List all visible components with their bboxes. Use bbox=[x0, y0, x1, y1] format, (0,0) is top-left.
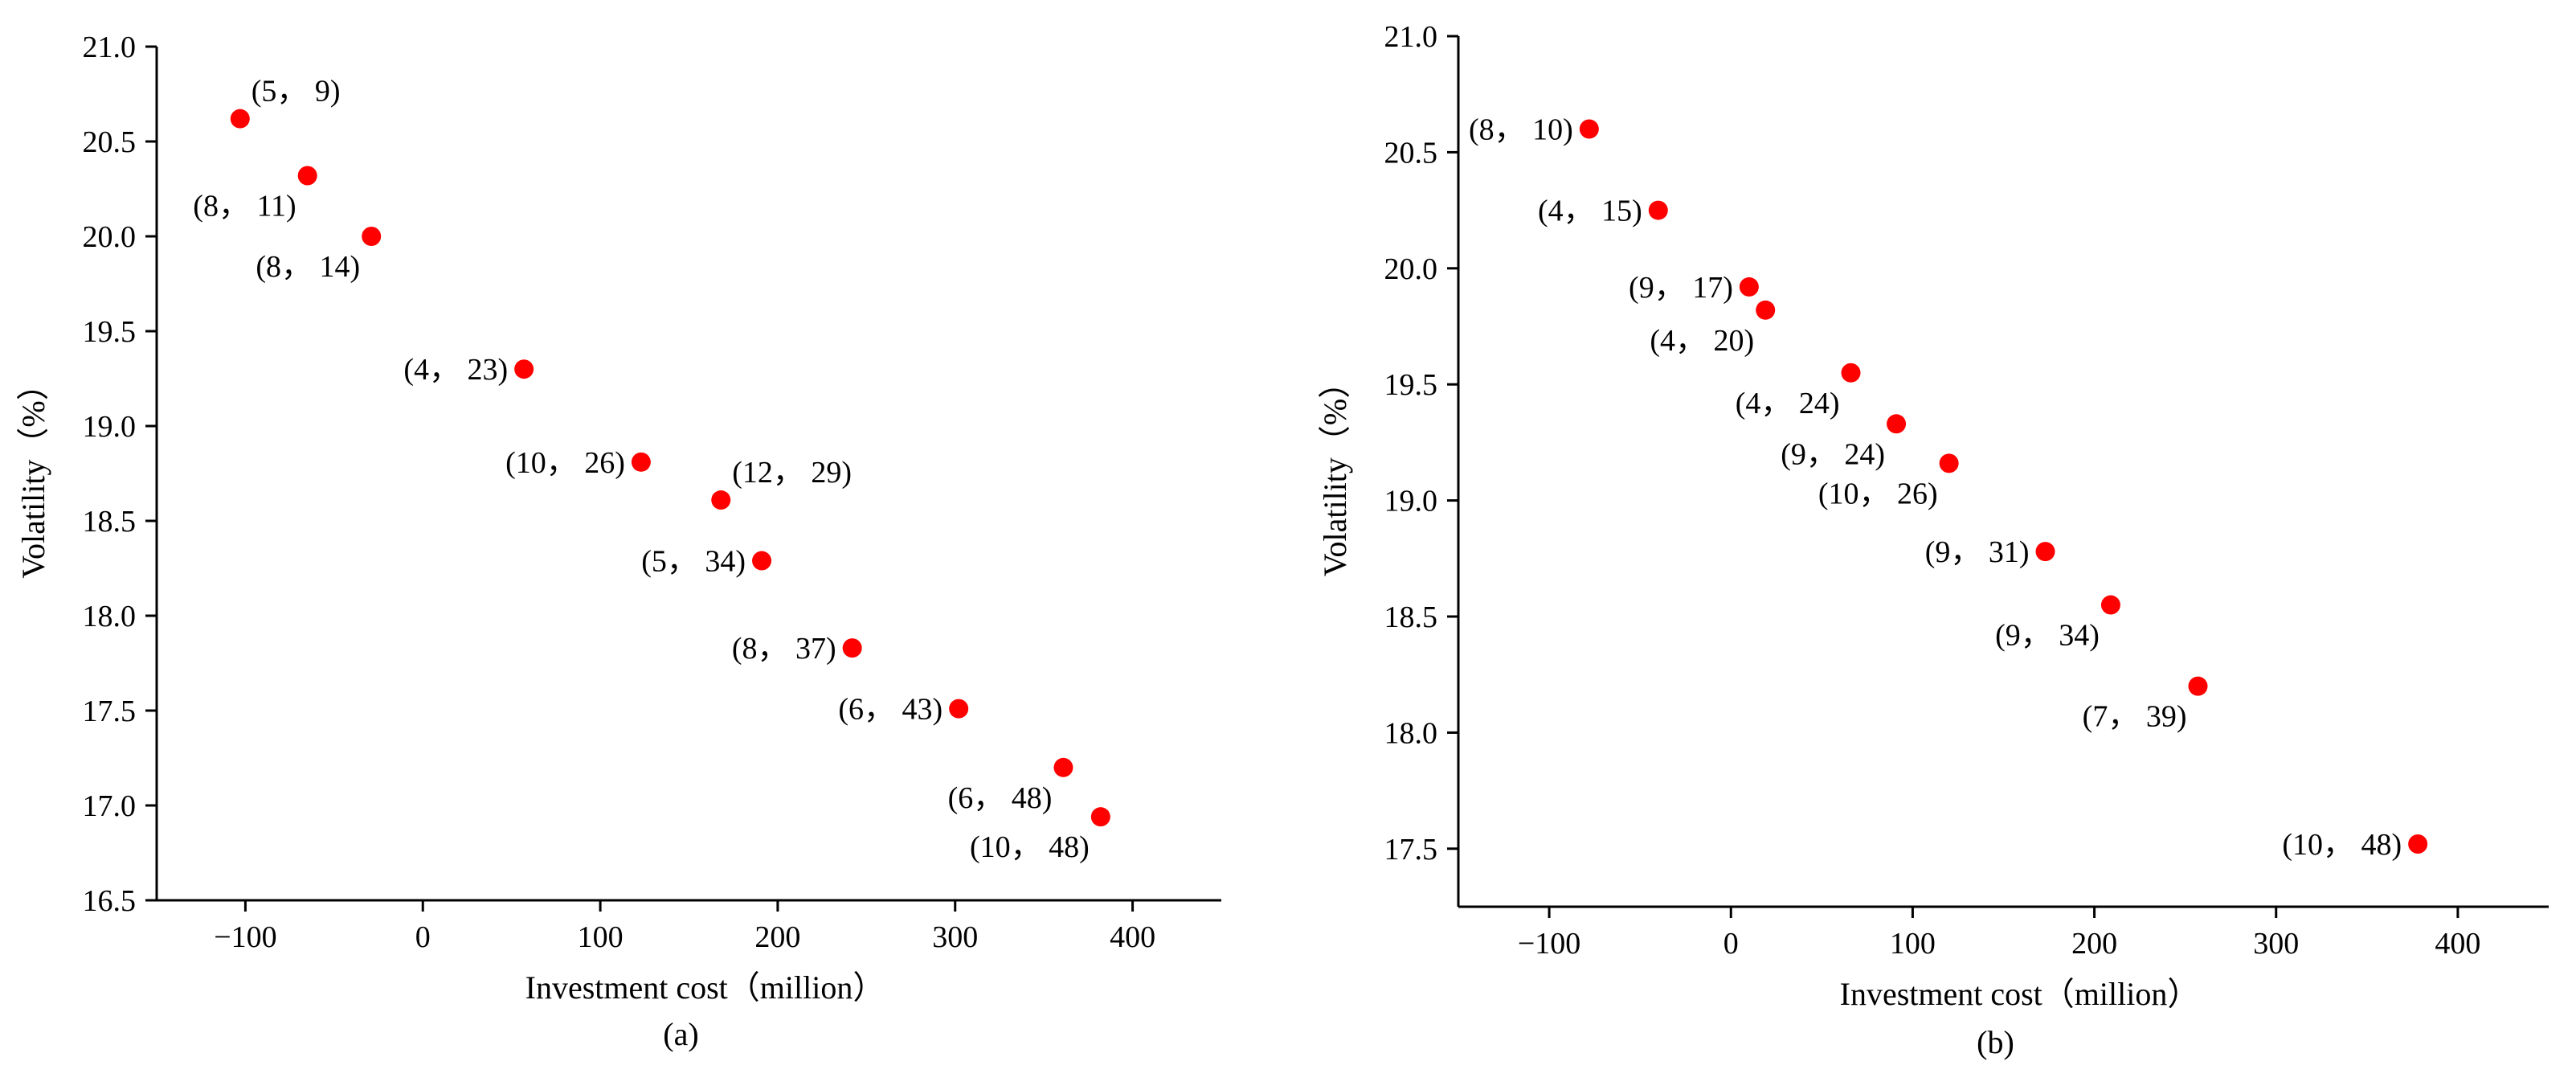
data-label: (9， 24) bbox=[1781, 437, 1885, 471]
data-label: (8， 37) bbox=[732, 632, 836, 666]
data-label: (9， 34) bbox=[1995, 619, 2100, 653]
data-point bbox=[230, 109, 250, 129]
y-axis-label: Volatility（%） bbox=[1317, 367, 1353, 576]
y-tick-label: 17.0 bbox=[83, 789, 137, 823]
data-point bbox=[1579, 119, 1599, 139]
data-point bbox=[297, 166, 317, 186]
data-point bbox=[514, 359, 534, 379]
data-point bbox=[1756, 300, 1776, 320]
data-label: (9， 31) bbox=[1925, 535, 2030, 569]
data-label: (10， 26) bbox=[1818, 477, 1938, 510]
data-point bbox=[752, 551, 772, 571]
x-tick-label: 0 bbox=[415, 920, 431, 954]
data-point bbox=[711, 490, 731, 510]
data-label: (4， 20) bbox=[1650, 324, 1754, 358]
y-tick-label: 19.5 bbox=[83, 315, 137, 349]
data-point bbox=[1739, 277, 1759, 297]
data-point bbox=[842, 638, 862, 658]
data-point bbox=[1841, 363, 1861, 383]
data-label: (4， 23) bbox=[403, 353, 508, 387]
y-tick-label: 18.5 bbox=[1384, 600, 1438, 634]
scatter-panel-a: −100 0 100 200 300 400 16.5 17.0 17.5 18.0 18.5 19.… bbox=[15, 31, 1221, 1052]
x-tick-label: 400 bbox=[1110, 920, 1155, 954]
data-label: (5， 9) bbox=[251, 75, 341, 109]
data-label: (8， 11) bbox=[193, 189, 296, 223]
panel-label: (b) bbox=[1977, 1024, 2014, 1060]
x-tick-label: 100 bbox=[1890, 927, 1936, 961]
y-tick-label: 18.0 bbox=[83, 600, 137, 633]
x-tick-label: 400 bbox=[2435, 927, 2480, 961]
y-tick-label: 19.5 bbox=[1384, 368, 1438, 402]
data-point bbox=[1090, 807, 1110, 827]
y-tick-label: 20.5 bbox=[83, 125, 137, 159]
data-label: (10， 48) bbox=[2282, 828, 2402, 862]
data-point bbox=[1053, 757, 1073, 777]
y-tick-label: 17.5 bbox=[1384, 833, 1438, 867]
data-label: (10， 48) bbox=[970, 830, 1090, 864]
y-tick-label: 17.5 bbox=[83, 695, 137, 728]
data-label: (9， 17) bbox=[1629, 271, 1733, 305]
data-label: (5， 34) bbox=[641, 545, 746, 579]
data-point bbox=[2100, 595, 2120, 615]
y-tick-label: 20.0 bbox=[83, 220, 137, 254]
data-label: (8， 10) bbox=[1469, 113, 1573, 147]
data-point bbox=[362, 227, 382, 246]
x-tick-label: 200 bbox=[754, 920, 800, 954]
x-tick-label: 200 bbox=[2071, 927, 2117, 961]
data-point bbox=[2188, 676, 2208, 696]
y-tick-label: 18.0 bbox=[1384, 716, 1438, 750]
y-tick-label: 19.0 bbox=[83, 410, 137, 444]
data-label: (6， 48) bbox=[948, 781, 1053, 815]
x-tick-label: −100 bbox=[1518, 927, 1580, 961]
data-point bbox=[2408, 834, 2428, 854]
x-axis-label: Investment cost（million） bbox=[525, 969, 885, 1006]
data-point bbox=[631, 452, 651, 472]
data-label: (4， 15) bbox=[1538, 195, 1642, 228]
data-point bbox=[1648, 200, 1668, 220]
x-tick-label: 100 bbox=[578, 920, 624, 954]
panel-label: (a) bbox=[663, 1016, 698, 1052]
y-axis-label: Volatility（%） bbox=[15, 368, 51, 578]
y-tick-label: 20.5 bbox=[1384, 136, 1438, 170]
data-label: (8， 14) bbox=[256, 250, 360, 284]
data-label: (7， 39) bbox=[2083, 700, 2187, 734]
data-label: (6， 43) bbox=[838, 693, 942, 727]
y-tick-label: 21.0 bbox=[1384, 20, 1438, 54]
scatter-panel-b: −100 0 100 200 300 400 17.5 18.0 18.5 19.0 19.5 20.… bbox=[1317, 20, 2549, 1060]
x-axis-label: Investment cost（million） bbox=[1840, 976, 2200, 1012]
x-tick-label: 300 bbox=[932, 920, 978, 954]
y-tick-label: 19.0 bbox=[1384, 485, 1438, 518]
y-tick-label: 20.0 bbox=[1384, 252, 1438, 286]
y-tick-label: 16.5 bbox=[83, 884, 137, 918]
data-point bbox=[1887, 414, 1907, 434]
data-point bbox=[949, 699, 969, 719]
x-tick-label: 0 bbox=[1723, 927, 1739, 961]
data-label: (10， 26) bbox=[505, 446, 625, 480]
data-label: (4， 24) bbox=[1736, 387, 1840, 420]
y-tick-label: 18.5 bbox=[83, 505, 137, 539]
data-label: (12， 29) bbox=[732, 456, 852, 490]
data-point bbox=[1939, 453, 1959, 473]
x-tick-label: 300 bbox=[2253, 927, 2299, 961]
x-tick-label: −100 bbox=[214, 920, 276, 954]
data-point bbox=[2035, 542, 2055, 562]
y-tick-label: 21.0 bbox=[83, 31, 137, 64]
